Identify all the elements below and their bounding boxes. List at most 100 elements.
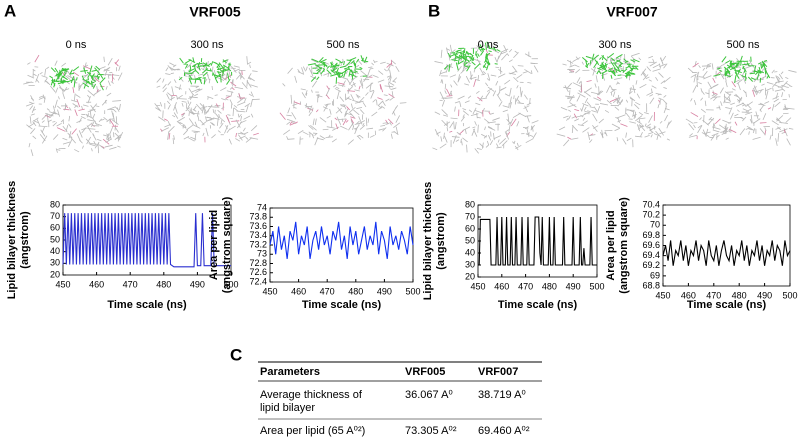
lipid	[105, 145, 113, 147]
lipid	[663, 87, 666, 88]
lipid	[378, 71, 383, 75]
lipid	[246, 137, 248, 139]
lipid	[782, 92, 783, 97]
y-axis-label: (angstrom square)	[618, 197, 630, 294]
lipid	[220, 88, 226, 91]
lipid	[469, 110, 472, 112]
lipid	[287, 119, 295, 122]
lipid	[485, 83, 487, 86]
lipid	[726, 94, 731, 100]
lipid	[458, 96, 465, 99]
lipid	[283, 83, 286, 86]
lipid	[724, 102, 730, 103]
lipid	[432, 148, 437, 150]
lipid	[509, 124, 510, 132]
lipid	[637, 94, 640, 99]
lipid	[115, 60, 119, 65]
lipid	[583, 118, 585, 121]
lipid	[306, 67, 307, 71]
y-tick-label: 50	[50, 234, 60, 244]
lipid	[50, 86, 55, 92]
x-tick-label: 450	[262, 286, 277, 296]
lipid	[527, 103, 531, 105]
lipid	[701, 109, 706, 113]
x-axis-label: Time scale (ns)	[302, 299, 382, 311]
lipid	[203, 133, 204, 136]
lipid	[490, 113, 494, 114]
lipid	[449, 131, 452, 132]
peptide	[84, 84, 86, 88]
x-tick-label: 460	[291, 286, 306, 296]
lipid	[72, 129, 77, 135]
molecule-snapshot	[557, 53, 672, 147]
lipid	[320, 136, 325, 139]
lipid	[237, 111, 246, 112]
lipid	[31, 114, 35, 115]
y-tick-label: 60	[50, 223, 60, 233]
lipid	[526, 134, 533, 137]
lipid	[366, 83, 373, 89]
lipid	[483, 71, 486, 73]
lipid	[338, 83, 345, 85]
lipid	[192, 89, 200, 92]
lipid	[251, 114, 253, 118]
lipid	[509, 49, 512, 52]
lipid	[326, 95, 329, 99]
lipid	[493, 133, 494, 140]
lipid	[574, 114, 576, 118]
peptide	[192, 70, 196, 73]
peptide	[599, 57, 601, 59]
table-cell: 36.067 A⁰	[405, 389, 453, 401]
peptide	[324, 63, 325, 68]
peptide	[611, 62, 614, 67]
lipid	[574, 109, 579, 110]
peptide	[327, 66, 330, 69]
lipid	[200, 120, 204, 125]
lipid	[660, 99, 661, 105]
lipid	[166, 67, 168, 70]
lipid	[198, 74, 203, 75]
lipid	[595, 84, 596, 88]
lipid	[764, 102, 769, 104]
lipid	[215, 110, 216, 114]
lipid	[495, 67, 499, 68]
lipid	[351, 94, 354, 100]
lipid	[774, 99, 779, 102]
lipid	[505, 94, 509, 96]
lipid	[393, 78, 397, 82]
lipid	[703, 68, 705, 71]
lipid	[772, 121, 779, 125]
lipid	[660, 121, 662, 123]
lipid	[573, 57, 581, 61]
peptide	[616, 54, 622, 58]
y-tick-label: 70.2	[642, 210, 660, 220]
lipid	[515, 51, 518, 53]
lipid	[512, 66, 517, 73]
lipid	[103, 135, 107, 136]
lipid	[301, 89, 306, 90]
lipid	[515, 146, 518, 150]
lipid	[400, 103, 406, 104]
peptide	[489, 51, 492, 52]
peptide	[190, 65, 191, 69]
lipid	[468, 96, 471, 98]
peptide	[475, 63, 481, 68]
lipid	[57, 123, 62, 126]
y-tick-label: 70	[50, 211, 60, 221]
lipid	[55, 100, 57, 108]
lipid	[201, 68, 205, 70]
lipid	[770, 135, 771, 140]
lipid	[738, 83, 740, 90]
data-line	[478, 217, 597, 265]
lipid	[91, 148, 92, 151]
lipid	[229, 139, 231, 144]
lipid	[636, 80, 637, 84]
table-cell: Area per lipid (65 A⁰²)	[260, 425, 365, 437]
lipid	[353, 110, 359, 115]
peptide	[600, 66, 603, 67]
lipid	[641, 132, 643, 136]
lipid	[653, 69, 661, 71]
lipid	[693, 85, 697, 93]
lipid	[231, 66, 236, 72]
panel-label: B	[428, 1, 440, 20]
